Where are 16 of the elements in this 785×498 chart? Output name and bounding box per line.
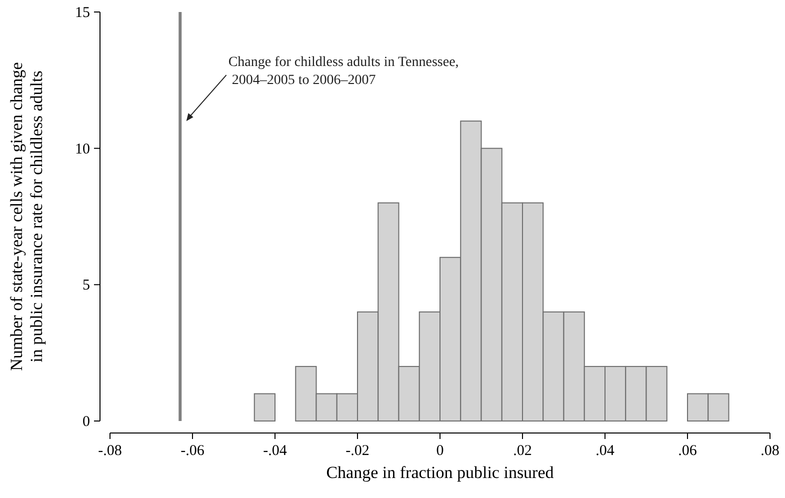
y-axis-title: Number of state-year cells with given change in public insurance rate for childless adults	[7, 62, 46, 371]
x-tick-label: .06	[678, 443, 698, 459]
x-tick-label: -.08	[98, 443, 122, 459]
x-tick-label: .08	[760, 443, 780, 459]
x-tick-label: 0	[436, 443, 444, 459]
x-axis-title: Change in fraction public insured	[326, 463, 554, 482]
x-tick-label: .02	[513, 443, 532, 459]
x-tick-label: -.04	[263, 443, 288, 459]
y-tick-label: 15	[75, 5, 90, 21]
annotation: Change for childless adults in Tennessee, 2004–2005 to 2006–2007	[228, 55, 459, 88]
x-tick-label: -.02	[346, 443, 370, 459]
y-tick-label: 0	[82, 414, 90, 430]
y-tick-label: 10	[75, 141, 90, 158]
x-tick-label: .04	[596, 443, 615, 459]
y-tick-label: 5	[82, 278, 90, 294]
x-tick-label: -.06	[180, 443, 205, 459]
